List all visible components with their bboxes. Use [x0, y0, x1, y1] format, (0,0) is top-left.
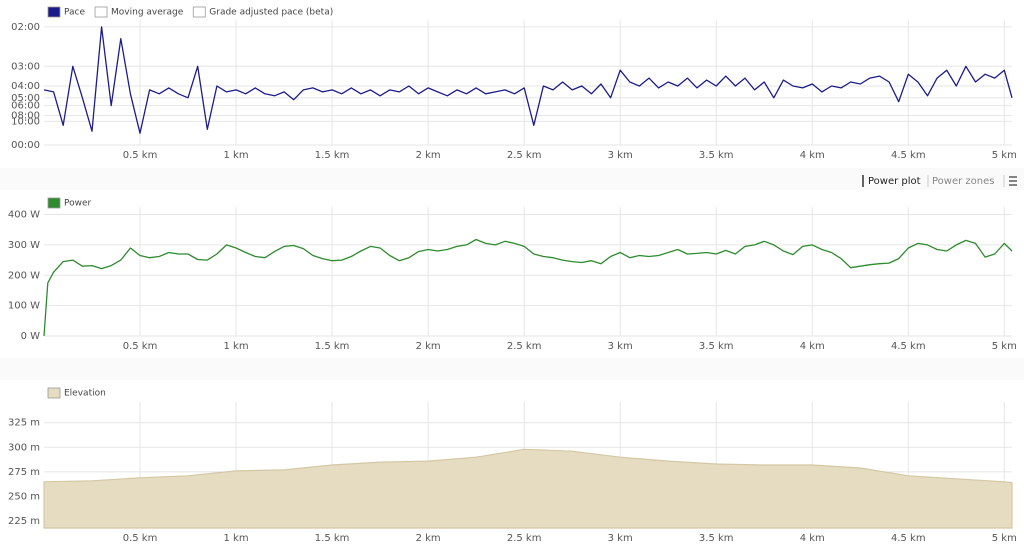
y-tick-label: 275 m — [8, 467, 40, 478]
y-tick-label: 0 W — [21, 331, 41, 342]
y-tick-label: 00:00 — [11, 140, 40, 151]
x-tick-label: 3 km — [608, 341, 633, 352]
y-tick-label: 08:00 — [11, 110, 40, 121]
legend-swatch — [47, 197, 61, 209]
x-tick-label: 2 km — [416, 150, 441, 161]
x-tick-label: 5 km — [992, 533, 1017, 544]
y-tick-label: 300 W — [8, 240, 40, 251]
y-tick-label: 200 W — [8, 270, 40, 281]
x-tick-label: 1 km — [224, 341, 249, 352]
toolbar — [0, 168, 1024, 190]
power-zones-tab[interactable]: Power zones — [932, 176, 994, 187]
legend-swatch — [192, 6, 206, 18]
legend-label: Moving average — [111, 8, 184, 18]
y-tick-label: 02:00 — [11, 22, 40, 33]
x-tick-label: 1 km — [224, 533, 249, 544]
legend: Pace Moving average Grade adjusted pace (b… — [47, 6, 333, 18]
x-tick-label: 4.5 km — [891, 533, 926, 544]
line — [43, 26, 1013, 134]
y-tick-label: 05:00 — [11, 93, 40, 104]
legend-swatch — [47, 387, 61, 399]
x-tick-label: 2.5 km — [507, 341, 542, 352]
y-tick-label: 06:00 — [11, 101, 40, 112]
x-tick-label: 1.5 km — [315, 341, 350, 352]
x-tick-label: 1.5 km — [315, 150, 350, 161]
x-tick-label: 0.5 km — [123, 533, 158, 544]
y-tick-label: 400 W — [8, 210, 40, 221]
y-tick-label: 03:00 — [11, 61, 40, 72]
y-tick-label: 10:00 — [11, 116, 40, 127]
x-tick-label: 5 km — [992, 150, 1017, 161]
x-tick-label: 3 km — [608, 533, 633, 544]
menu-icon[interactable] — [1009, 176, 1017, 186]
x-tick-label: 0.5 km — [123, 341, 158, 352]
y-tick-label: 250 m — [8, 492, 40, 503]
x-tick-label: 1 km — [224, 150, 249, 161]
legend-label: Grade adjusted pace (beta) — [209, 8, 333, 18]
x-tick-label: 2 km — [416, 533, 441, 544]
power-plot-tab[interactable]: Power plot — [868, 176, 921, 187]
y-tick-label: 325 m — [8, 418, 40, 429]
x-tick-label: 2.5 km — [507, 150, 542, 161]
y-tick-label: 100 W — [8, 301, 40, 312]
x-tick-label: 3 km — [608, 150, 633, 161]
panel — [0, 190, 1024, 358]
y-tick-label: 300 m — [8, 442, 40, 453]
legend-swatch — [94, 6, 108, 18]
x-tick-label: 4.5 km — [891, 341, 926, 352]
x-tick-label: 4 km — [800, 341, 825, 352]
spacer — [0, 358, 1024, 380]
legend-label: Elevation — [64, 389, 106, 399]
legend-swatch — [47, 6, 61, 18]
x-tick-label: 0.5 km — [123, 150, 158, 161]
panel — [0, 0, 1024, 168]
x-tick-label: 4 km — [800, 150, 825, 161]
legend: Elevation — [47, 387, 106, 399]
line — [43, 238, 1013, 337]
y-tick-label: 04:00 — [11, 81, 40, 92]
x-tick-label: 4 km — [800, 533, 825, 544]
x-tick-label: 3.5 km — [699, 150, 734, 161]
area — [43, 448, 1013, 529]
x-tick-label: 3.5 km — [699, 341, 734, 352]
y-tick-label: 225 m — [8, 516, 40, 527]
x-tick-label: 1.5 km — [315, 533, 350, 544]
x-tick-label: 2 km — [416, 341, 441, 352]
x-tick-label: 3.5 km — [699, 533, 734, 544]
x-tick-label: 5 km — [992, 341, 1017, 352]
legend: Power — [47, 197, 92, 209]
x-tick-label: 2.5 km — [507, 533, 542, 544]
legend-label: Pace — [64, 8, 85, 18]
legend-label: Power — [64, 199, 92, 209]
x-tick-label: 4.5 km — [891, 150, 926, 161]
